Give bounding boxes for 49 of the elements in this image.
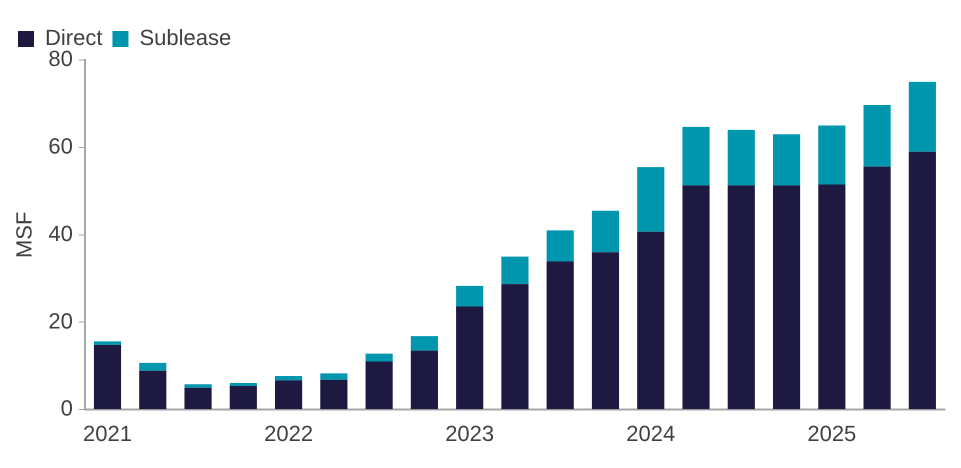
bar <box>275 376 302 380</box>
bar <box>637 167 664 232</box>
y-tick-label: 20 <box>48 308 73 334</box>
bar <box>772 134 800 186</box>
bar <box>139 370 166 410</box>
bar <box>818 126 846 185</box>
bar <box>818 184 846 410</box>
x-tick-label: 2022 <box>264 420 314 446</box>
bar <box>728 130 755 186</box>
bar <box>366 354 393 362</box>
bar <box>682 126 710 186</box>
bar <box>546 261 574 410</box>
bar <box>908 152 936 410</box>
legend-label: Sublease <box>139 25 232 50</box>
bar <box>592 210 620 252</box>
bar <box>772 185 800 410</box>
bar <box>864 105 891 167</box>
bar <box>366 362 393 410</box>
bar <box>410 336 438 351</box>
bar <box>94 344 122 410</box>
bar <box>275 380 302 410</box>
bar <box>184 384 212 388</box>
bar <box>456 286 484 306</box>
x-tick-label: 2021 <box>83 420 132 446</box>
bar <box>864 166 891 410</box>
bar <box>546 230 574 262</box>
x-tick-label: 2025 <box>807 420 856 446</box>
y-tick-label: 40 <box>48 220 73 246</box>
y-tick-label: 0 <box>60 396 73 421</box>
bar <box>410 350 438 410</box>
bar <box>637 232 664 410</box>
y-axis-title: MSF <box>11 212 36 258</box>
bar <box>501 284 529 410</box>
bar <box>682 185 710 410</box>
x-tick-label: 2024 <box>626 420 676 446</box>
bar <box>908 82 936 152</box>
bar <box>728 185 755 410</box>
bar <box>139 362 166 371</box>
x-tick-label: 2023 <box>445 420 494 446</box>
bar <box>184 388 212 410</box>
y-tick-label: 60 <box>48 133 73 158</box>
bar <box>230 386 257 410</box>
bar <box>501 256 529 284</box>
bar <box>592 252 620 410</box>
bar <box>230 382 257 386</box>
bar <box>320 380 348 410</box>
bar <box>94 341 122 345</box>
bar <box>320 373 348 380</box>
bar <box>456 306 484 410</box>
